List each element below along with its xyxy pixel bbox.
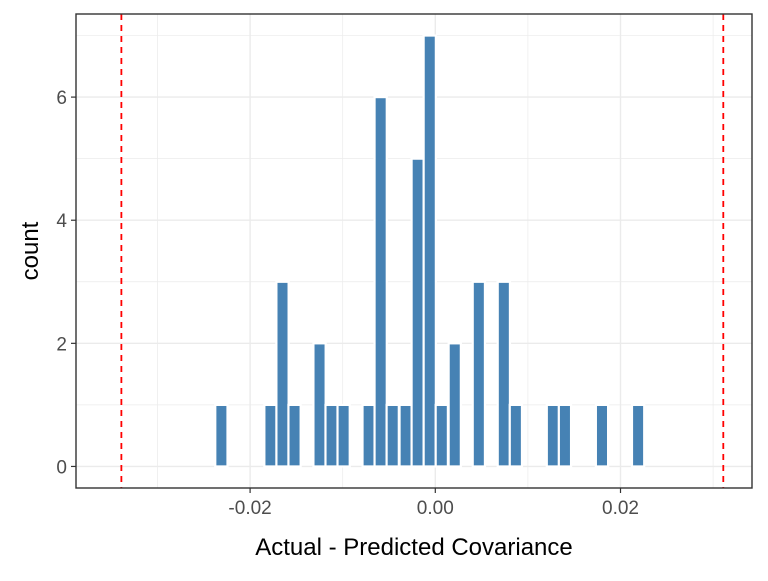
histogram-bar [447, 342, 462, 468]
histogram-bar [385, 403, 400, 468]
y-tick-label: 4 [56, 211, 67, 232]
x-tick-label: 0.00 [417, 498, 454, 519]
histogram-bar [336, 403, 351, 468]
histogram-bar [373, 96, 388, 468]
histogram-bar [361, 403, 376, 468]
histogram-bar [557, 403, 573, 468]
histogram-bar [324, 403, 339, 468]
histogram-bar [263, 403, 278, 468]
histogram-bar [434, 403, 449, 468]
reference-lines-layer [120, 14, 725, 488]
histogram-bar [630, 403, 646, 468]
histogram-bar [422, 34, 437, 468]
histogram-bar [471, 280, 487, 468]
histogram-bar [594, 403, 610, 468]
histogram-bar [275, 280, 290, 468]
x-tick-label: -0.02 [228, 498, 271, 519]
histogram-bar [410, 157, 425, 468]
y-tick-label: 2 [56, 334, 67, 355]
x-axis: -0.02 0.00 0.02 [228, 488, 639, 519]
y-tick-label: 6 [56, 88, 67, 109]
y-tick-label: 0 [56, 457, 67, 478]
x-axis-title: Actual - Predicted Covariance [255, 534, 572, 561]
x-tick-label: 0.02 [602, 498, 639, 519]
histogram-bar [496, 280, 512, 468]
histogram-bar [508, 403, 524, 468]
y-axis-title: count [17, 221, 44, 280]
histogram-bar [287, 403, 302, 468]
plot-border [75, 13, 753, 489]
histogram-bar [312, 342, 327, 468]
histogram-bar [214, 403, 229, 468]
histogram-bar [398, 403, 413, 468]
bars-layer [214, 34, 646, 468]
y-axis: 0 2 4 6 [56, 88, 76, 478]
histogram-bar [545, 403, 561, 468]
